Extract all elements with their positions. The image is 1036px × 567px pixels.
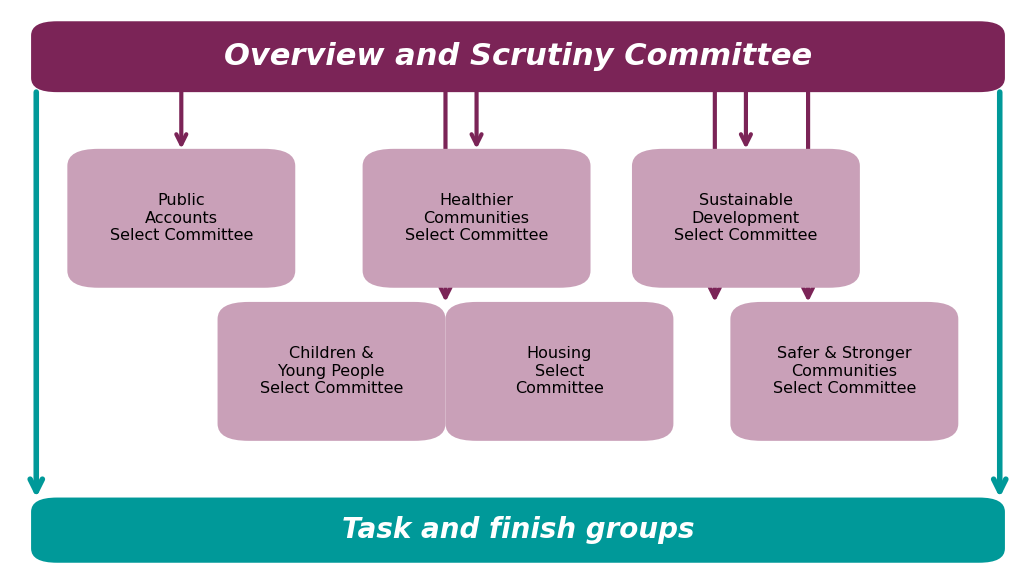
- Text: Overview and Scrutiny Committee: Overview and Scrutiny Committee: [224, 42, 812, 71]
- Text: Sustainable
Development
Select Committee: Sustainable Development Select Committee: [674, 193, 817, 243]
- Text: Housing
Select
Committee: Housing Select Committee: [515, 346, 604, 396]
- FancyBboxPatch shape: [363, 149, 591, 288]
- FancyBboxPatch shape: [218, 302, 445, 441]
- FancyBboxPatch shape: [67, 149, 295, 288]
- Text: Children &
Young People
Select Committee: Children & Young People Select Committee: [260, 346, 403, 396]
- FancyBboxPatch shape: [730, 302, 958, 441]
- FancyBboxPatch shape: [31, 498, 1005, 562]
- Text: Task and finish groups: Task and finish groups: [342, 516, 694, 544]
- FancyBboxPatch shape: [632, 149, 860, 288]
- Text: Safer & Stronger
Communities
Select Committee: Safer & Stronger Communities Select Comm…: [773, 346, 916, 396]
- Text: Healthier
Communities
Select Committee: Healthier Communities Select Committee: [405, 193, 548, 243]
- FancyBboxPatch shape: [445, 302, 673, 441]
- Text: Public
Accounts
Select Committee: Public Accounts Select Committee: [110, 193, 253, 243]
- FancyBboxPatch shape: [31, 21, 1005, 92]
